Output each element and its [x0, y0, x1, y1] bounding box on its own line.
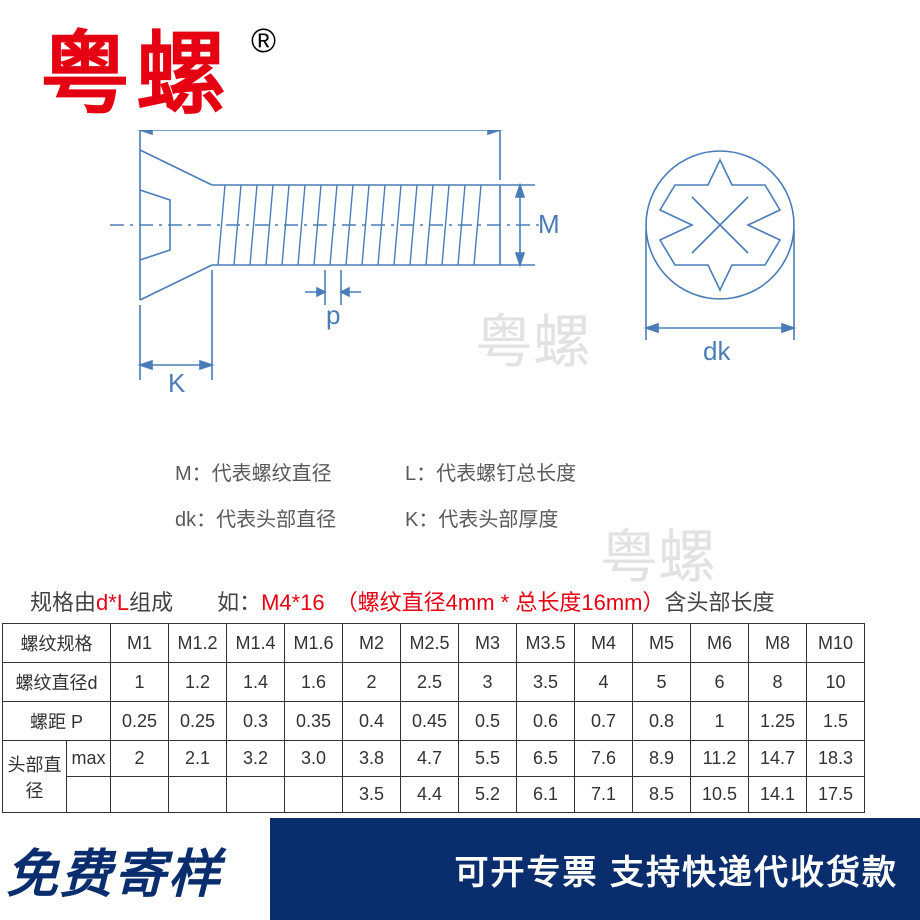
table-cell: 8: [749, 663, 807, 702]
table-cell: 5: [633, 663, 691, 702]
legend-dk: dk：代表头部直径: [175, 506, 405, 534]
table-cell: 18.3: [807, 741, 865, 777]
table-cell: M1.4: [227, 624, 285, 663]
legend-K: K：代表头部厚度: [405, 506, 685, 534]
row-label: 头部直径: [3, 741, 67, 813]
table-cell: [285, 777, 343, 813]
table-cell: 6.1: [517, 777, 575, 813]
table-cell: M1.2: [169, 624, 227, 663]
row-label: 螺距 P: [3, 702, 111, 741]
table-cell: 0.5: [459, 702, 517, 741]
table-cell: 10.5: [691, 777, 749, 813]
table-cell: 2: [343, 663, 401, 702]
table-cell: 3.5: [517, 663, 575, 702]
table-cell: 0.4: [343, 702, 401, 741]
row-label: 螺纹规格: [3, 624, 111, 663]
table-cell: 7.1: [575, 777, 633, 813]
table-cell: 5.2: [459, 777, 517, 813]
table-cell: 14.7: [749, 741, 807, 777]
table-cell: 17.5: [807, 777, 865, 813]
table-cell: M1.6: [285, 624, 343, 663]
table-cell: [111, 777, 169, 813]
spec-table: 螺纹规格M1M1.2M1.4M1.6M2M2.5M3M3.5M4M5M6M8M1…: [2, 623, 865, 813]
table-cell: 3.2: [227, 741, 285, 777]
table-cell: [227, 777, 285, 813]
footer-services: 可开专票 支持快递代收货款: [270, 818, 920, 920]
table-cell: M10: [807, 624, 865, 663]
table-cell: M2.5: [401, 624, 459, 663]
table-cell: 1: [111, 663, 169, 702]
table-cell: 0.8: [633, 702, 691, 741]
label-M: M: [538, 209, 560, 239]
table-cell: M3: [459, 624, 517, 663]
table-cell: 4: [575, 663, 633, 702]
table-cell: 0.25: [169, 702, 227, 741]
table-cell: M3.5: [517, 624, 575, 663]
table-cell: 2.1: [169, 741, 227, 777]
table-row: 3.54.45.26.17.18.510.514.117.5: [3, 777, 865, 813]
table-cell: 1.6: [285, 663, 343, 702]
table-cell: 1.2: [169, 663, 227, 702]
table-cell: 0.45: [401, 702, 459, 741]
table-cell: 3.0: [285, 741, 343, 777]
table-cell: 1.25: [749, 702, 807, 741]
table-cell: 4.4: [401, 777, 459, 813]
brand-logo: 粤螺 ®: [40, 30, 232, 120]
table-cell: 8.5: [633, 777, 691, 813]
table-row: 头部直径max22.13.23.03.84.75.56.57.68.911.21…: [3, 741, 865, 777]
table-cell: 3.5: [343, 777, 401, 813]
table-cell: M2: [343, 624, 401, 663]
footer-free-sample: 免费寄样: [0, 818, 270, 920]
table-cell: M5: [633, 624, 691, 663]
table-cell: 7.6: [575, 741, 633, 777]
label-K: K: [168, 368, 186, 398]
table-row: 螺纹直径d11.21.41.622.533.5456810: [3, 663, 865, 702]
legend-M: M：代表螺纹直径: [175, 460, 405, 488]
table-cell: 0.3: [227, 702, 285, 741]
table-cell: 14.1: [749, 777, 807, 813]
table-cell: 8.9: [633, 741, 691, 777]
table-cell: 6: [691, 663, 749, 702]
spec-format-line: 规格由d*L组成 如：M4*16 （螺纹直径4mm * 总长度16mm）含头部长…: [30, 585, 775, 617]
table-cell: 2.5: [401, 663, 459, 702]
table-cell: 0.6: [517, 702, 575, 741]
row-label: 螺纹直径d: [3, 663, 111, 702]
table-cell: M1: [111, 624, 169, 663]
table-cell: M4: [575, 624, 633, 663]
table-cell: M8: [749, 624, 807, 663]
label-dk: dk: [703, 336, 731, 366]
registered-icon: ®: [251, 22, 276, 61]
table-cell: 5.5: [459, 741, 517, 777]
table-row: 螺距 P0.250.250.30.350.40.450.50.60.70.811…: [3, 702, 865, 741]
screw-diagram: L M p K dk: [80, 130, 880, 430]
table-cell: 1: [691, 702, 749, 741]
footer-banner: 免费寄样 可开专票 支持快递代收货款: [0, 818, 920, 920]
table-cell: 4.7: [401, 741, 459, 777]
table-cell: 2: [111, 741, 169, 777]
legend: M：代表螺纹直径 L：代表螺钉总长度 dk：代表头部直径 K：代表头部厚度: [175, 460, 685, 552]
table-cell: M6: [691, 624, 749, 663]
table-cell: 0.25: [111, 702, 169, 741]
table-cell: 6.5: [517, 741, 575, 777]
table-cell: 3.8: [343, 741, 401, 777]
table-cell: 0.35: [285, 702, 343, 741]
table-cell: 3: [459, 663, 517, 702]
table-row: 螺纹规格M1M1.2M1.4M1.6M2M2.5M3M3.5M4M5M6M8M1…: [3, 624, 865, 663]
row-sublabel: [67, 777, 111, 813]
table-cell: 0.7: [575, 702, 633, 741]
table-cell: 1.4: [227, 663, 285, 702]
table-cell: 10: [807, 663, 865, 702]
brand-text: 粤螺: [40, 25, 232, 125]
row-sublabel: max: [67, 741, 111, 777]
table-cell: [169, 777, 227, 813]
legend-L: L：代表螺钉总长度: [405, 460, 685, 488]
label-p: p: [326, 300, 340, 330]
table-cell: 1.5: [807, 702, 865, 741]
table-cell: 11.2: [691, 741, 749, 777]
watermark-1: 粤螺: [475, 295, 591, 379]
